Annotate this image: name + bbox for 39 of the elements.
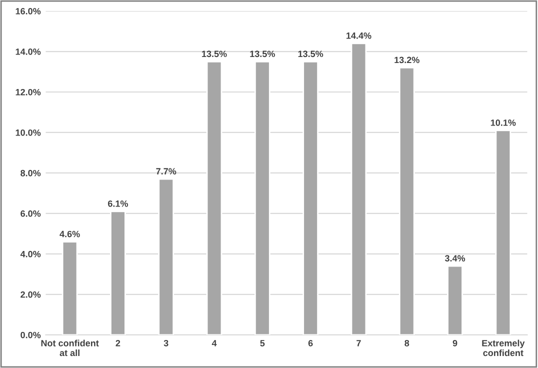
y-tick-label: 12.0% [16,88,41,96]
bar [398,67,415,335]
x-tick-label: 8 [404,340,410,346]
data-label: 13.5% [250,50,275,58]
data-label: 6.1% [108,200,128,207]
data-label: 3.4% [444,255,466,262]
data-label: 10.1% [490,120,516,126]
y-tick-label: 8.0% [20,170,41,176]
x-tick-label: 7 [356,340,361,346]
y-tick-label: 4.0% [20,250,41,258]
y-tick-label: 2.0% [20,291,41,298]
y-tick-label: 16.0% [16,8,41,14]
x-tick-label: Not confident at all [41,340,99,356]
data-label: 13.5% [202,50,227,58]
bar [495,130,512,335]
bar [206,60,222,335]
data-label: 7.7% [156,168,176,174]
data-label: 13.2% [394,56,420,64]
x-tick-label: 4 [212,340,217,346]
bar [350,42,367,335]
bar [302,60,318,335]
x-tick-label: Extremely confident [482,340,525,356]
bar [254,60,270,335]
data-label: 13.5% [298,50,324,58]
data-label: 4.6% [60,230,80,238]
x-tick-label: 9 [452,340,458,346]
y-tick-label: 14.0% [16,48,41,55]
bar [447,265,463,335]
x-tick-label: 6 [308,340,313,346]
data-label: 14.4% [346,32,372,39]
bar [110,210,126,335]
y-tick-label: 10.0% [16,129,41,136]
bar [62,241,78,335]
bar [158,178,174,335]
y-tick-label: 0.0% [20,332,41,338]
x-tick-label: 5 [260,340,265,346]
x-tick-label: 3 [164,340,168,346]
x-tick-label: 2 [116,340,120,346]
y-tick-label: 6.0% [20,210,41,217]
